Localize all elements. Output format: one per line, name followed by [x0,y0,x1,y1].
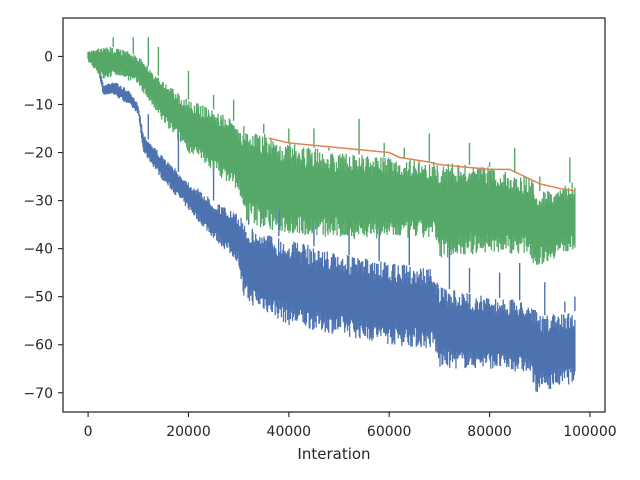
x-tick-label: 60000 [367,424,412,440]
y-tick-label: −10 [23,97,53,113]
x-tick-label: 0 [84,424,93,440]
x-axis-title: Interation [297,445,370,463]
series-2-line [268,137,576,192]
y-tick-label: −50 [23,290,53,306]
x-tick-label: 40000 [267,424,312,440]
y-tick-label: −60 [23,338,53,354]
y-tick-label: 0 [44,49,53,65]
series-1-spikes [112,37,571,191]
y-tick-label: −70 [23,386,53,402]
y-tick-label: −20 [23,146,53,162]
series-1-band [87,47,576,265]
x-tick-label: 100000 [563,424,616,440]
x-axis: 0 20000 40000 60000 80000 100000 [84,412,617,440]
plot-frame [62,17,606,413]
series-layer [87,37,576,393]
x-tick-label: 20000 [166,424,211,440]
y-tick-label: −30 [23,194,53,210]
y-axis: 0 −10 −20 −30 −40 −50 −60 −70 [23,49,63,402]
x-tick-label: 80000 [467,424,512,440]
y-tick-label: −40 [23,242,53,258]
